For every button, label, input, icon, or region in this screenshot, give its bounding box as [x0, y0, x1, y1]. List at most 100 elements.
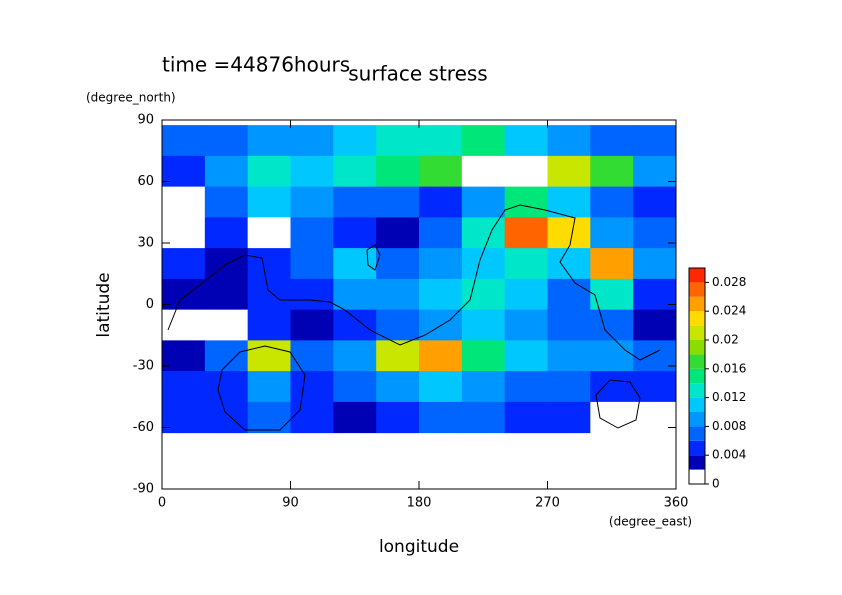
field-cell	[162, 371, 206, 403]
field-cell	[333, 217, 377, 249]
field-cell	[633, 340, 677, 372]
field-cell	[461, 186, 506, 218]
y-tick-label: 60	[137, 174, 154, 189]
x-axis-label: longitude	[379, 537, 459, 557]
x-tick-label: 360	[664, 496, 689, 511]
field-cell	[504, 186, 548, 218]
field-cell	[461, 217, 506, 249]
field-cell	[162, 401, 206, 434]
field-cell	[461, 371, 506, 403]
field-cell	[633, 155, 677, 188]
colorbar-frame	[688, 267, 706, 485]
field-cell	[590, 155, 634, 188]
field-cell	[247, 186, 291, 218]
colorbar-segment	[689, 426, 705, 441]
field-cell	[204, 278, 249, 311]
field-cell	[247, 155, 291, 188]
field-cell	[504, 309, 548, 341]
colorbar-segment	[689, 368, 705, 384]
field-cell	[461, 278, 506, 311]
field-cell	[204, 125, 249, 157]
field-cell	[590, 401, 634, 434]
field-cell	[162, 309, 206, 341]
field-cell	[162, 248, 206, 280]
field-cell	[547, 155, 591, 188]
field-cell	[290, 125, 334, 157]
colorbar-tick-label: 0.016	[712, 361, 746, 375]
field	[162, 125, 677, 434]
field-cell	[333, 371, 377, 403]
field-cell	[419, 371, 463, 403]
field-cell	[633, 309, 677, 341]
colorbar-tick-label: 0.008	[712, 419, 746, 433]
field-cell	[204, 371, 249, 403]
field-cell	[204, 401, 249, 434]
field-cell	[247, 371, 291, 403]
y-tick-label: -30	[133, 359, 154, 374]
field-cell	[247, 217, 291, 249]
colorbar-tick-label: 0.004	[712, 448, 746, 462]
y-tick-label: 90	[137, 113, 154, 128]
field-cell	[204, 309, 249, 341]
colorbar-segment	[689, 412, 705, 427]
axes: 0 90 180 270 360 -90 -60 -30 0 30 60 90	[133, 113, 689, 511]
field-cell	[333, 278, 377, 311]
field-cell	[419, 340, 463, 372]
field-cell	[376, 248, 420, 280]
field-cell	[333, 125, 377, 157]
y-unit: (degree_north)	[86, 91, 176, 105]
colorbar-tick-label: 0.024	[712, 304, 746, 318]
field-cell	[290, 186, 334, 218]
y-axis-label: latitude	[94, 272, 114, 337]
field-cell	[247, 309, 291, 341]
field-cell	[590, 278, 634, 311]
field-cell	[162, 125, 206, 157]
x-tick-label: 180	[407, 496, 432, 511]
field-cell	[333, 340, 377, 372]
field-cell	[633, 125, 677, 157]
field-cell	[376, 278, 420, 311]
field-cell	[162, 186, 206, 218]
colorbar-segment	[689, 354, 705, 369]
field-cell	[247, 278, 291, 311]
colorbar-tick-label: 0.012	[712, 390, 746, 404]
field-cell	[504, 125, 548, 157]
field-cell	[419, 125, 463, 157]
colorbar-segment	[689, 268, 705, 283]
field-cell	[461, 309, 506, 341]
field-cell	[204, 217, 249, 249]
field-cell	[504, 217, 548, 249]
chart-subtitle: time =44876hours	[162, 53, 350, 77]
field-cell	[547, 217, 591, 249]
field-cell	[504, 371, 548, 403]
colorbar-tick-label: 0.028	[712, 275, 746, 289]
field-cell	[633, 278, 677, 311]
x-tick-label: 90	[282, 496, 299, 511]
field-cell	[419, 401, 463, 434]
colorbar-segment	[689, 296, 705, 312]
field-cell	[333, 309, 377, 341]
field-cell	[547, 186, 591, 218]
field-cell	[376, 125, 420, 157]
field-cell	[162, 155, 206, 188]
field-cell	[504, 248, 548, 280]
colorbar-segment	[689, 325, 705, 340]
field-cell	[633, 371, 677, 403]
field-cell	[333, 186, 377, 218]
field-cell	[461, 340, 506, 372]
colorbar-segment	[689, 469, 705, 484]
field-cell	[419, 278, 463, 311]
field-cell	[290, 309, 334, 341]
field-cell	[247, 401, 291, 434]
field-cell	[419, 186, 463, 218]
y-tick-label: 0	[146, 297, 154, 312]
y-tick-label: 30	[137, 236, 154, 251]
field-cell	[376, 371, 420, 403]
field-cell	[504, 278, 548, 311]
field-cell	[162, 217, 206, 249]
field-cell	[547, 278, 591, 311]
field-cell	[333, 155, 377, 188]
colorbar-tick-label: 0	[712, 477, 720, 491]
field-cell	[504, 340, 548, 372]
